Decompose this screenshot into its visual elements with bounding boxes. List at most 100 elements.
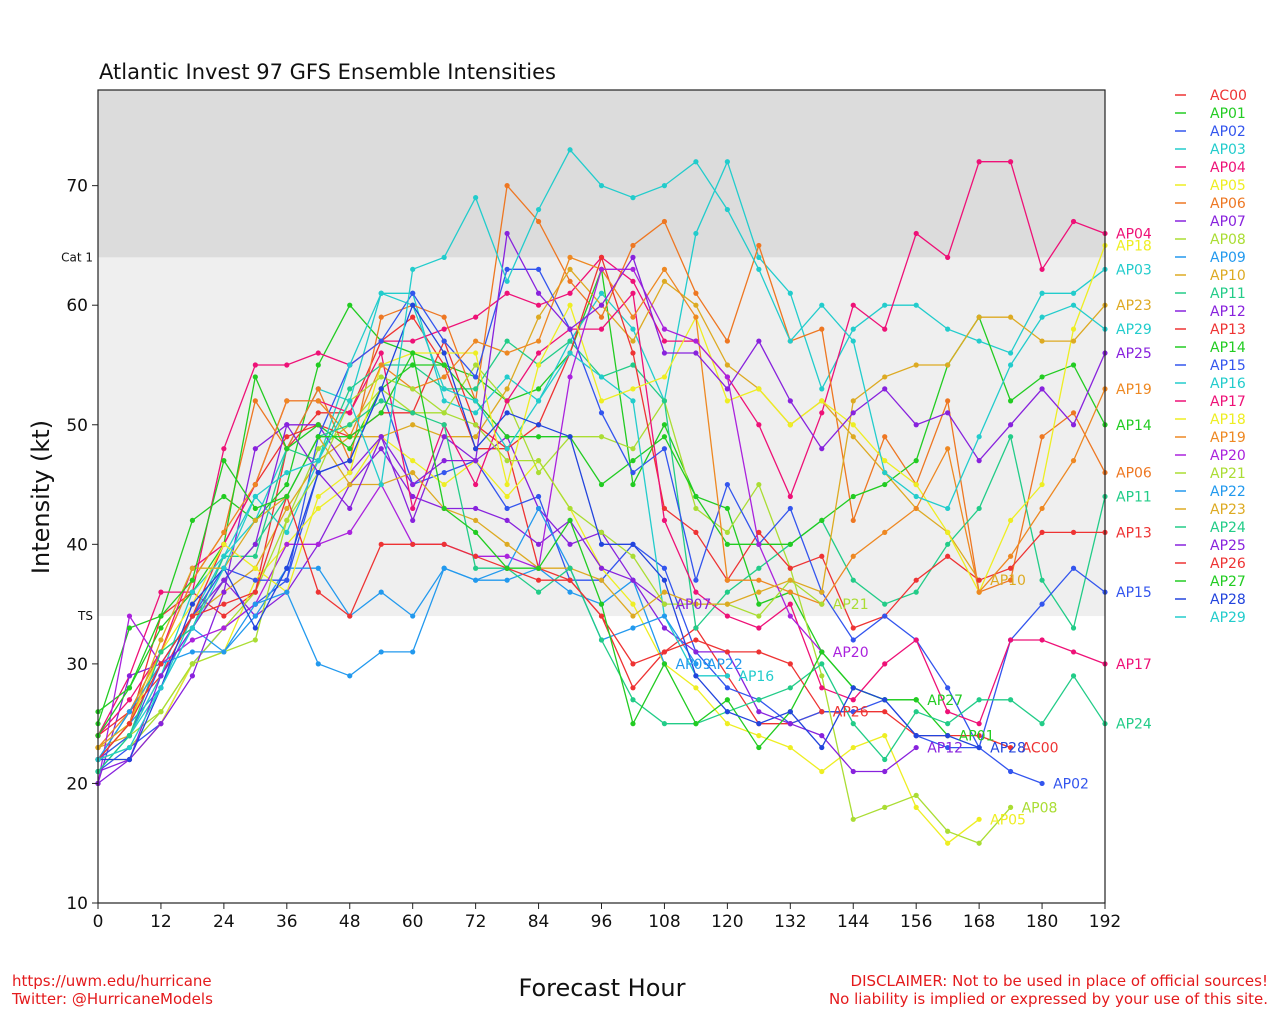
data-point-ap08 bbox=[630, 446, 636, 452]
data-point-ap25 bbox=[850, 410, 856, 416]
data-point-ap26 bbox=[126, 721, 133, 727]
data-point-ap22 bbox=[535, 505, 542, 512]
data-point-ap06 bbox=[850, 517, 856, 524]
data-point-ap26 bbox=[221, 601, 227, 607]
data-point-ap06 bbox=[252, 398, 258, 404]
x-tick-label: 168 bbox=[963, 912, 995, 932]
data-point-ap17 bbox=[819, 685, 825, 691]
x-tick-label: 12 bbox=[150, 912, 172, 932]
data-point-ap24 bbox=[976, 697, 982, 703]
data-point-ap01 bbox=[724, 505, 730, 512]
data-point-ap14 bbox=[504, 434, 510, 440]
data-point-ac00 bbox=[1007, 744, 1014, 751]
legend-entry-ap03: AP03 bbox=[1210, 142, 1246, 158]
data-point-ap14 bbox=[1007, 398, 1014, 404]
data-point-ap25 bbox=[347, 505, 353, 512]
data-point-ap06 bbox=[598, 314, 605, 320]
data-point-ap05 bbox=[850, 744, 856, 751]
data-point-ap19 bbox=[1070, 458, 1077, 464]
data-point-ap15 bbox=[535, 266, 542, 272]
data-point-ap26 bbox=[252, 589, 258, 595]
data-point-ap24 bbox=[347, 422, 353, 428]
data-point-ap04 bbox=[1070, 218, 1077, 225]
end-label-ap22: AP22 bbox=[707, 657, 743, 673]
x-axis: 0 12 24 36 48 60 72 84 96 108 120 132 144 156 168 180 19… bbox=[93, 903, 1121, 932]
x-tick-label: 108 bbox=[648, 912, 680, 932]
data-point-ap08 bbox=[693, 505, 699, 512]
data-point-ap29 bbox=[473, 195, 479, 201]
data-point-ap18 bbox=[630, 386, 636, 392]
end-label-ap17: AP17 bbox=[1116, 657, 1152, 673]
data-point-ap05 bbox=[819, 768, 825, 775]
data-point-ap03 bbox=[441, 398, 447, 404]
data-point-ap23 bbox=[693, 601, 699, 607]
data-point-ap21 bbox=[410, 386, 416, 392]
data-point-ap22 bbox=[378, 649, 384, 655]
data-point-ac00 bbox=[315, 410, 321, 416]
data-point-ap11 bbox=[693, 625, 699, 631]
data-point-ap24 bbox=[630, 697, 636, 703]
data-point-ap02 bbox=[850, 709, 856, 715]
data-point-ap25 bbox=[787, 398, 793, 404]
data-point-ap26 bbox=[819, 709, 825, 715]
data-point-ap23 bbox=[252, 517, 258, 524]
data-point-ap06 bbox=[661, 218, 668, 225]
data-point-ap21 bbox=[661, 601, 668, 607]
data-point-ap19 bbox=[693, 314, 699, 320]
data-point-ap28 bbox=[315, 469, 321, 476]
data-point-ap16 bbox=[347, 362, 353, 368]
data-point-ap18 bbox=[1007, 517, 1014, 524]
data-point-ap18 bbox=[1039, 481, 1045, 488]
data-point-ap24 bbox=[441, 422, 447, 428]
data-point-ap17 bbox=[1039, 637, 1045, 643]
data-point-ap15 bbox=[473, 374, 479, 380]
data-point-ap29 bbox=[126, 744, 133, 751]
data-point-ap28 bbox=[504, 410, 510, 416]
footer-url[interactable]: https://uwm.edu/hurricane bbox=[12, 972, 212, 990]
data-point-ap04 bbox=[504, 290, 510, 296]
data-point-ap28 bbox=[535, 422, 542, 428]
data-point-ap06 bbox=[724, 338, 730, 344]
data-point-ap06 bbox=[630, 242, 636, 249]
data-point-ap24 bbox=[126, 733, 133, 739]
data-point-ap05 bbox=[504, 493, 510, 500]
data-point-ac00 bbox=[221, 613, 227, 619]
data-point-ap19 bbox=[473, 338, 479, 344]
data-point-ap22 bbox=[315, 661, 321, 667]
data-point-ap17 bbox=[693, 589, 699, 595]
data-point-ap15 bbox=[1039, 601, 1045, 607]
data-point-ap17 bbox=[945, 709, 951, 715]
data-point-ap24 bbox=[1007, 697, 1014, 703]
y-tick-label: 30 bbox=[66, 655, 88, 675]
legend-entry-ap23: AP23 bbox=[1210, 502, 1246, 518]
data-point-ap17 bbox=[347, 410, 353, 416]
data-point-ap06 bbox=[441, 314, 447, 320]
data-point-ap29 bbox=[976, 434, 982, 440]
legend-entry-ap17: AP17 bbox=[1210, 394, 1246, 410]
data-point-ap04 bbox=[410, 338, 416, 344]
data-point-ap23 bbox=[1070, 338, 1077, 344]
data-point-ap28 bbox=[787, 709, 793, 715]
data-point-ap01 bbox=[535, 386, 542, 392]
data-point-ap19 bbox=[630, 314, 636, 320]
data-point-ap26 bbox=[158, 661, 164, 667]
data-point-ap05 bbox=[724, 721, 730, 727]
footer-twitter[interactable]: Twitter: @HurricaneModels bbox=[12, 990, 213, 1008]
legend-entry-ap15: AP15 bbox=[1210, 358, 1246, 374]
data-point-ap12 bbox=[819, 733, 825, 739]
data-point-ap24 bbox=[598, 637, 605, 643]
data-point-ap03 bbox=[630, 326, 636, 332]
data-point-ap24 bbox=[378, 398, 384, 404]
data-point-ap15 bbox=[661, 446, 668, 452]
legend-entry-ap07: AP07 bbox=[1210, 214, 1246, 230]
data-point-ap10 bbox=[284, 505, 290, 512]
data-point-ap11 bbox=[724, 589, 730, 595]
x-tick-label: 96 bbox=[591, 912, 613, 932]
data-point-ap04 bbox=[1007, 159, 1014, 165]
data-point-ap25 bbox=[598, 302, 605, 308]
data-point-ap04 bbox=[441, 326, 447, 332]
data-point-ap17 bbox=[756, 625, 762, 631]
data-point-ap28 bbox=[913, 733, 919, 739]
data-point-ap25 bbox=[630, 254, 636, 260]
legend: AC00 AP01 AP02 AP03 AP04 AP05 AP06 AP07 AP08 AP09… bbox=[1175, 88, 1247, 626]
